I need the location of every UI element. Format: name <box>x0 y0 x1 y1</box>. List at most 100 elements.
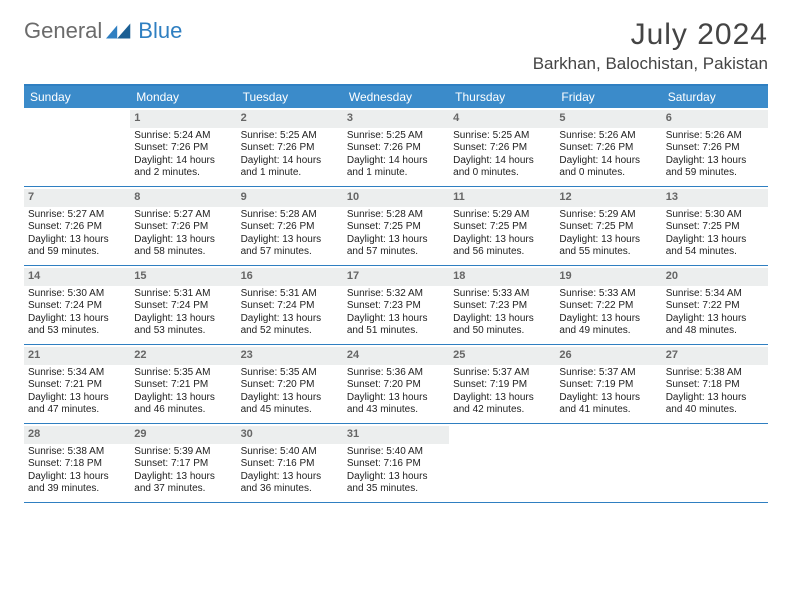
day-info-line: Sunset: 7:26 PM <box>666 142 764 155</box>
day-info-line: Sunset: 7:22 PM <box>559 300 657 313</box>
day-cell <box>662 424 768 502</box>
day-info-line: and 48 minutes. <box>666 325 764 338</box>
day-info-line: Daylight: 13 hours <box>559 234 657 247</box>
day-label: Saturday <box>662 86 768 108</box>
day-info-line: Sunset: 7:26 PM <box>134 142 232 155</box>
day-info-line: Daylight: 13 hours <box>28 234 126 247</box>
day-info-line: Daylight: 13 hours <box>134 313 232 326</box>
day-label: Tuesday <box>237 86 343 108</box>
day-info-line: Daylight: 13 hours <box>241 471 339 484</box>
day-info-line: Sunrise: 5:26 AM <box>666 130 764 143</box>
day-cell: 24Sunrise: 5:36 AMSunset: 7:20 PMDayligh… <box>343 345 449 423</box>
day-info-line: and 55 minutes. <box>559 246 657 259</box>
day-info-line: Daylight: 13 hours <box>28 392 126 405</box>
day-number: 11 <box>449 189 555 207</box>
day-info-line: and 2 minutes. <box>134 167 232 180</box>
day-info-line: Sunrise: 5:29 AM <box>453 209 551 222</box>
day-info-line: and 1 minute. <box>241 167 339 180</box>
month-title: July 2024 <box>533 18 768 52</box>
day-cell: 15Sunrise: 5:31 AMSunset: 7:24 PMDayligh… <box>130 266 236 344</box>
day-info-line: Sunrise: 5:30 AM <box>666 209 764 222</box>
day-number: 3 <box>343 110 449 128</box>
day-info-line: and 57 minutes. <box>347 246 445 259</box>
day-number: 15 <box>130 268 236 286</box>
day-info-line: Sunrise: 5:25 AM <box>347 130 445 143</box>
flag-icon <box>106 21 134 41</box>
day-info-line: Sunset: 7:26 PM <box>134 221 232 234</box>
day-info-line: and 35 minutes. <box>347 483 445 496</box>
brand-part2: Blue <box>138 18 182 44</box>
day-cell: 22Sunrise: 5:35 AMSunset: 7:21 PMDayligh… <box>130 345 236 423</box>
header: General Blue July 2024 Barkhan, Balochis… <box>24 18 768 74</box>
day-info-line: Sunrise: 5:33 AM <box>559 288 657 301</box>
day-number: 28 <box>24 426 130 444</box>
day-info-line: Sunset: 7:17 PM <box>134 458 232 471</box>
day-number: 17 <box>343 268 449 286</box>
day-info-line: Sunset: 7:21 PM <box>134 379 232 392</box>
day-info-line: and 40 minutes. <box>666 404 764 417</box>
day-info-line: Sunrise: 5:24 AM <box>134 130 232 143</box>
day-cell: 4Sunrise: 5:25 AMSunset: 7:26 PMDaylight… <box>449 108 555 186</box>
day-info-line: and 39 minutes. <box>28 483 126 496</box>
day-info-line: Daylight: 14 hours <box>134 155 232 168</box>
day-number: 8 <box>130 189 236 207</box>
week-row: 14Sunrise: 5:30 AMSunset: 7:24 PMDayligh… <box>24 266 768 345</box>
day-info-line: Daylight: 13 hours <box>453 234 551 247</box>
day-number: 13 <box>662 189 768 207</box>
day-info-line: Daylight: 13 hours <box>559 313 657 326</box>
day-number: 5 <box>555 110 661 128</box>
day-info-line: and 54 minutes. <box>666 246 764 259</box>
day-info-line: Daylight: 13 hours <box>134 234 232 247</box>
day-info-line: and 51 minutes. <box>347 325 445 338</box>
day-info-line: Daylight: 14 hours <box>453 155 551 168</box>
day-info-line: Daylight: 13 hours <box>347 234 445 247</box>
day-number: 24 <box>343 347 449 365</box>
calendar: Sunday Monday Tuesday Wednesday Thursday… <box>24 84 768 503</box>
day-number: 2 <box>237 110 343 128</box>
day-number: 16 <box>237 268 343 286</box>
week-row: 28Sunrise: 5:38 AMSunset: 7:18 PMDayligh… <box>24 424 768 503</box>
day-info-line: Sunset: 7:26 PM <box>559 142 657 155</box>
week-row: 21Sunrise: 5:34 AMSunset: 7:21 PMDayligh… <box>24 345 768 424</box>
day-cell: 16Sunrise: 5:31 AMSunset: 7:24 PMDayligh… <box>237 266 343 344</box>
day-info-line: Sunrise: 5:37 AM <box>453 367 551 380</box>
day-info-line: Daylight: 13 hours <box>134 392 232 405</box>
day-cell <box>449 424 555 502</box>
day-info-line: Sunset: 7:20 PM <box>347 379 445 392</box>
day-info-line: Daylight: 13 hours <box>28 471 126 484</box>
day-info-line: Sunset: 7:25 PM <box>666 221 764 234</box>
day-info-line: and 1 minute. <box>347 167 445 180</box>
day-info-line: Sunset: 7:24 PM <box>241 300 339 313</box>
day-cell: 10Sunrise: 5:28 AMSunset: 7:25 PMDayligh… <box>343 187 449 265</box>
day-info-line: Sunrise: 5:39 AM <box>134 446 232 459</box>
day-cell: 27Sunrise: 5:38 AMSunset: 7:18 PMDayligh… <box>662 345 768 423</box>
day-cell: 25Sunrise: 5:37 AMSunset: 7:19 PMDayligh… <box>449 345 555 423</box>
day-cell: 28Sunrise: 5:38 AMSunset: 7:18 PMDayligh… <box>24 424 130 502</box>
day-info-line: Daylight: 13 hours <box>666 313 764 326</box>
day-info-line: Sunset: 7:16 PM <box>241 458 339 471</box>
day-cell: 3Sunrise: 5:25 AMSunset: 7:26 PMDaylight… <box>343 108 449 186</box>
day-info-line: Sunset: 7:24 PM <box>28 300 126 313</box>
day-info-line: Daylight: 14 hours <box>347 155 445 168</box>
day-info-line: Sunrise: 5:31 AM <box>241 288 339 301</box>
day-info-line: Daylight: 13 hours <box>347 392 445 405</box>
day-info-line: Sunrise: 5:37 AM <box>559 367 657 380</box>
day-number: 1 <box>130 110 236 128</box>
day-info-line: Sunrise: 5:27 AM <box>134 209 232 222</box>
day-cell: 20Sunrise: 5:34 AMSunset: 7:22 PMDayligh… <box>662 266 768 344</box>
day-cell: 21Sunrise: 5:34 AMSunset: 7:21 PMDayligh… <box>24 345 130 423</box>
day-number: 31 <box>343 426 449 444</box>
day-number: 12 <box>555 189 661 207</box>
day-info-line: and 59 minutes. <box>666 167 764 180</box>
day-info-line: and 41 minutes. <box>559 404 657 417</box>
day-info-line: and 43 minutes. <box>347 404 445 417</box>
day-label: Wednesday <box>343 86 449 108</box>
day-info-line: Sunset: 7:23 PM <box>347 300 445 313</box>
day-number: 14 <box>24 268 130 286</box>
day-info-line: Sunset: 7:16 PM <box>347 458 445 471</box>
day-cell: 18Sunrise: 5:33 AMSunset: 7:23 PMDayligh… <box>449 266 555 344</box>
day-info-line: Sunset: 7:25 PM <box>453 221 551 234</box>
day-info-line: Sunrise: 5:28 AM <box>241 209 339 222</box>
day-info-line: Sunset: 7:24 PM <box>134 300 232 313</box>
day-info-line: Daylight: 13 hours <box>134 471 232 484</box>
